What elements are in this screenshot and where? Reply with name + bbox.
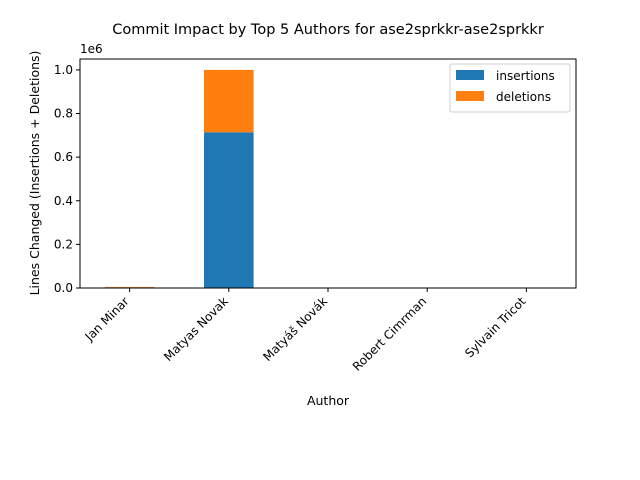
y-offset-label: 1e6 (80, 42, 103, 56)
bar-insertions-1 (204, 132, 254, 288)
y-tick-label-5: 1.0 (54, 63, 73, 77)
legend-swatch-deletions (456, 91, 484, 101)
x-tick-label-0: Jan Minar (82, 294, 132, 344)
y-tick-label-0: 0.0 (54, 281, 73, 295)
legend-swatch-insertions (456, 70, 484, 80)
legend-label-deletions: deletions (496, 90, 551, 104)
y-tick-label-4: 0.8 (54, 107, 73, 121)
x-tick-label-3: Robert Cimrman (350, 294, 429, 373)
y-axis-label: Lines Changed (Insertions + Deletions) (27, 51, 42, 296)
chart-title: Commit Impact by Top 5 Authors for ase2s… (112, 22, 544, 38)
x-tick-label-2: Matyáš Novák (260, 294, 330, 364)
legend-label-insertions: insertions (496, 69, 555, 83)
y-tick-label-1: 0.2 (54, 237, 73, 251)
y-tick-label-2: 0.4 (54, 194, 73, 208)
x-axis-label: Author (307, 393, 350, 408)
x-tick-label-1: Matyas Novak (161, 294, 231, 364)
plot-frame (79, 58, 577, 289)
bar-deletions-1 (204, 69, 254, 133)
x-tick-label-4: Sylvain Tricot (462, 294, 528, 360)
legend: insertions deletions (449, 63, 571, 113)
y-tick-label-3: 0.6 (54, 150, 73, 164)
